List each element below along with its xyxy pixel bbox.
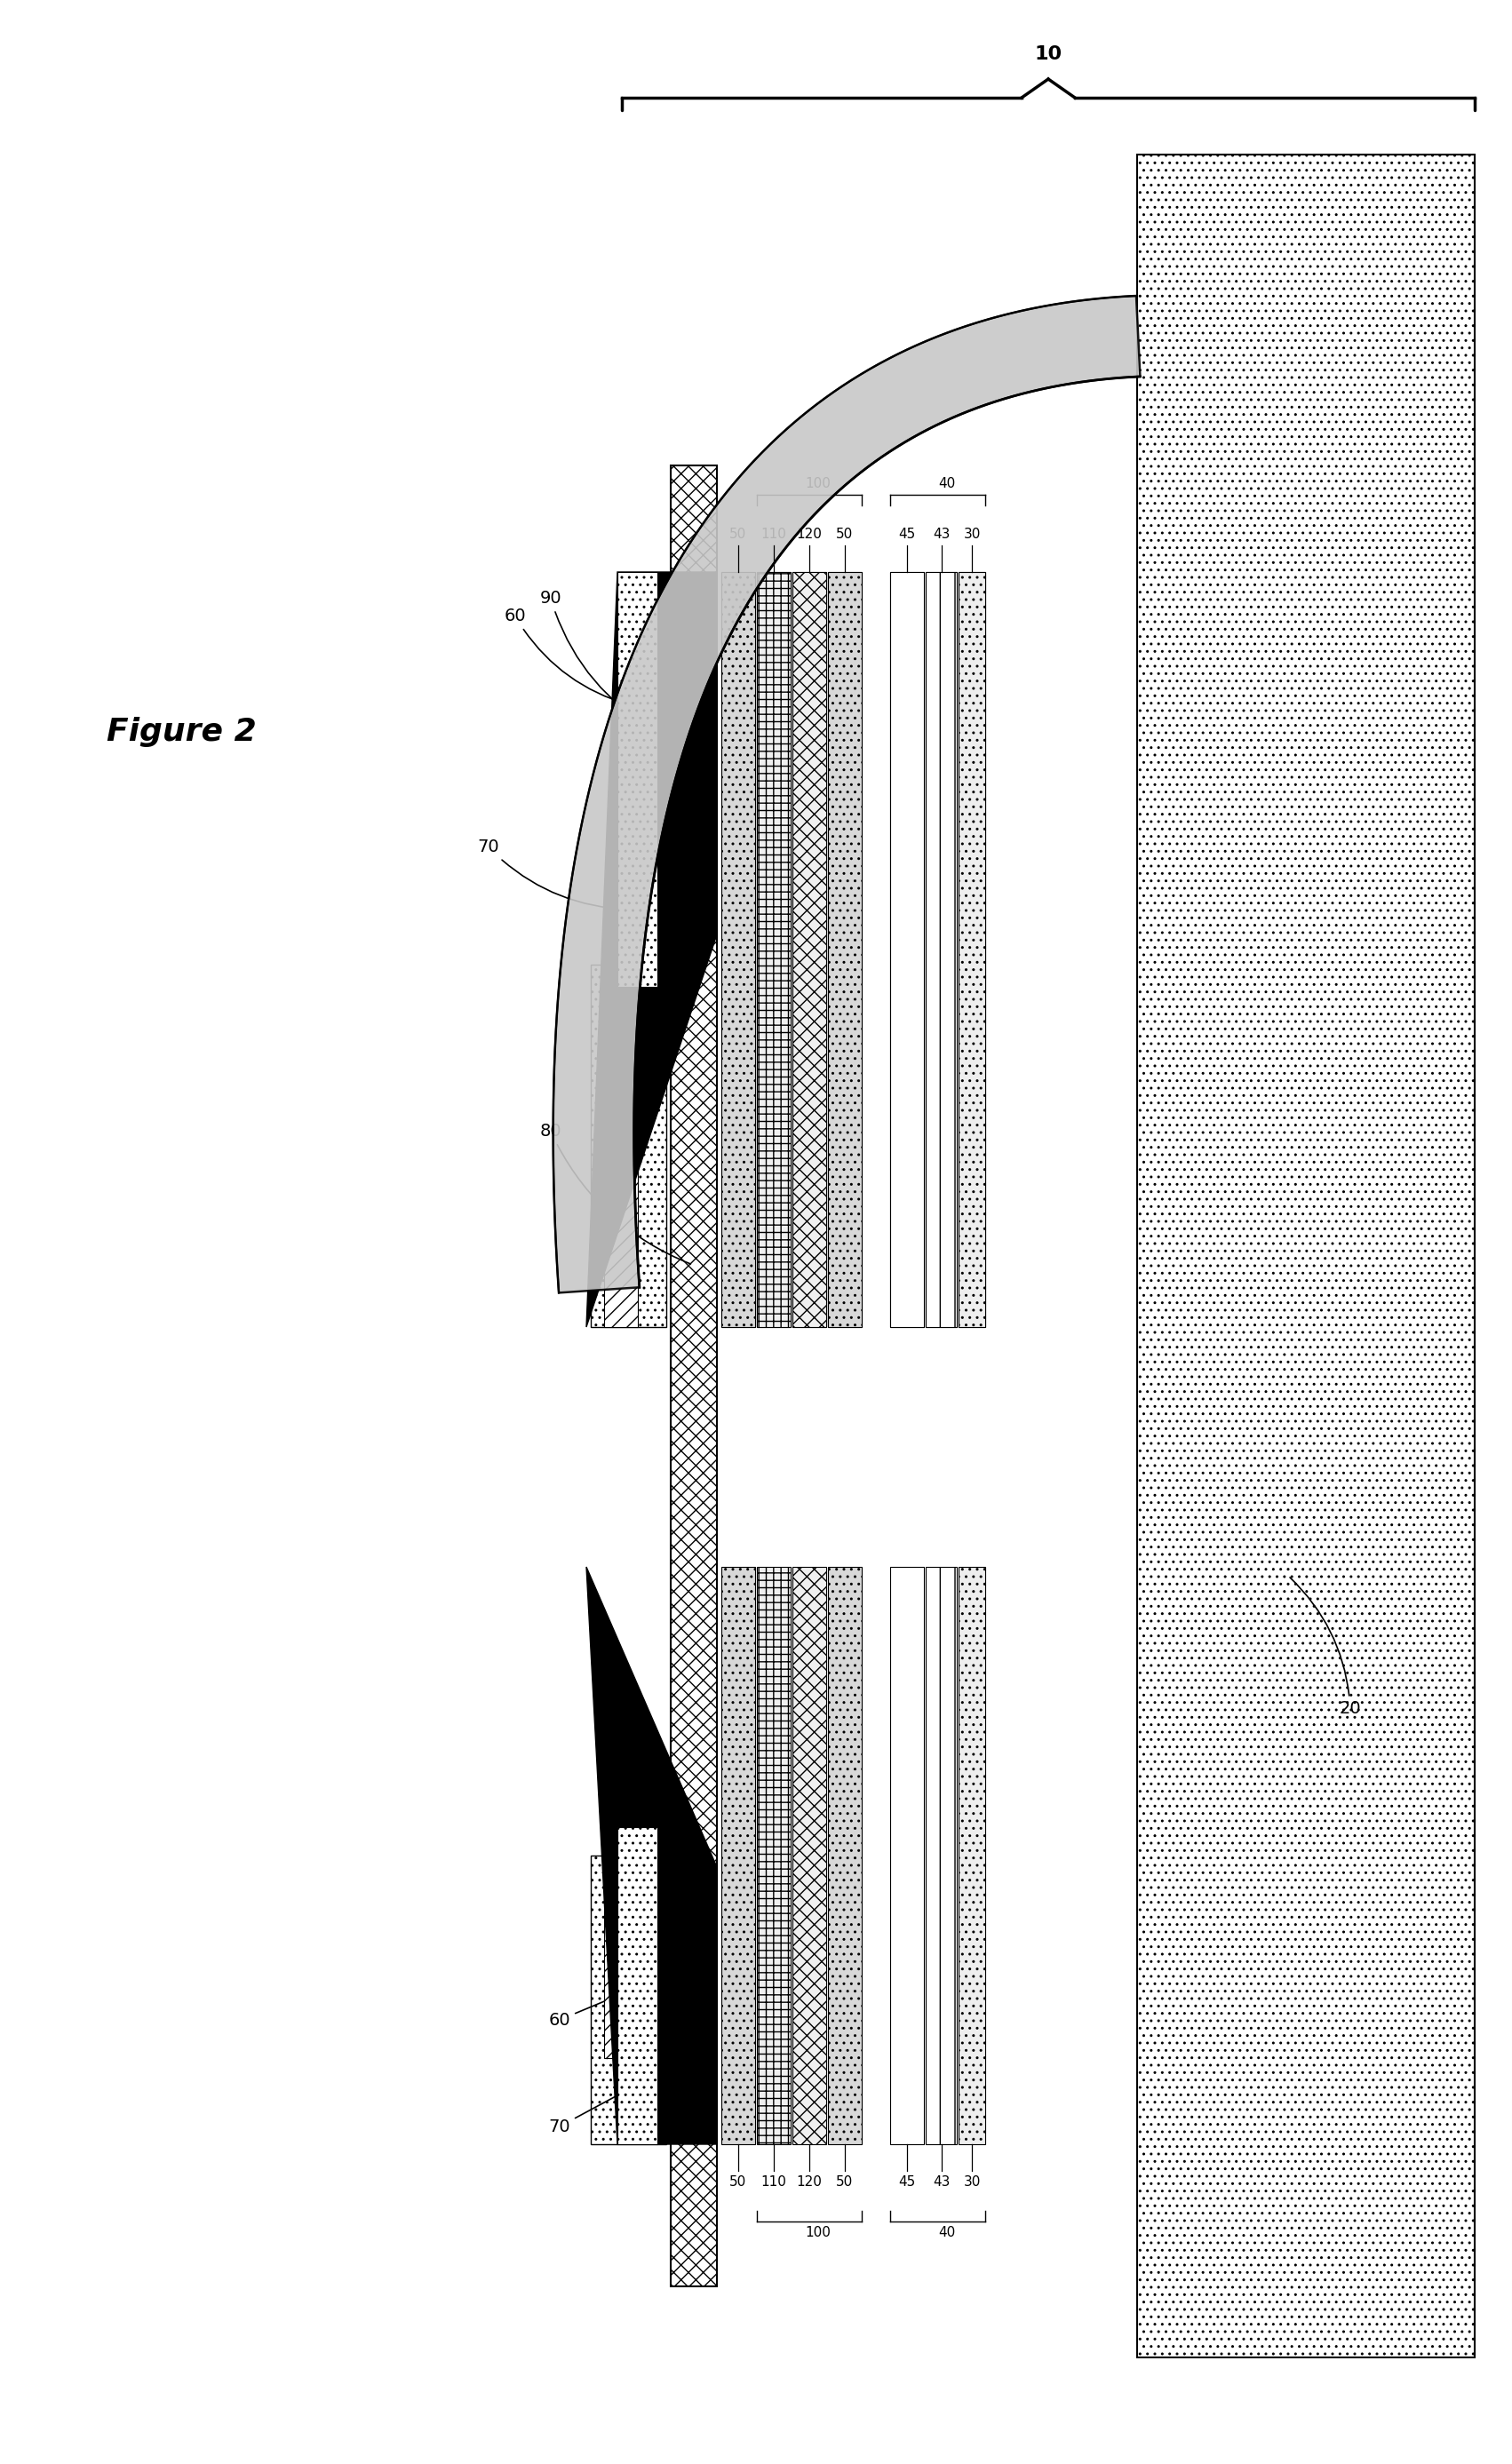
Bar <box>792 572 826 1328</box>
Polygon shape <box>587 572 717 1328</box>
Bar <box>829 572 862 1328</box>
Bar <box>617 1826 658 2144</box>
Text: 30: 30 <box>963 2176 980 2188</box>
Text: 50: 50 <box>730 2176 747 2188</box>
Text: 90: 90 <box>540 591 655 732</box>
Bar <box>721 572 754 1328</box>
Bar <box>605 1855 638 2057</box>
Bar <box>925 1567 957 2144</box>
Text: 120: 120 <box>797 527 823 542</box>
Bar <box>959 572 986 1328</box>
Text: 20: 20 <box>1290 1577 1361 1717</box>
Bar <box>959 572 986 1328</box>
Text: 110: 110 <box>761 527 786 542</box>
Bar <box>758 1567 791 2144</box>
Bar <box>891 572 924 1328</box>
Text: Figure 2: Figure 2 <box>107 717 257 747</box>
Bar <box>617 572 658 988</box>
Text: 43: 43 <box>933 527 950 542</box>
Bar <box>758 572 791 1328</box>
Text: 45: 45 <box>898 527 916 542</box>
Bar <box>605 1087 638 1328</box>
Bar <box>925 572 957 1328</box>
Text: 30: 30 <box>963 527 980 542</box>
Bar <box>792 572 826 1328</box>
Text: 100: 100 <box>806 2225 832 2240</box>
Text: 45: 45 <box>898 2176 916 2188</box>
Text: 120: 120 <box>797 2176 823 2188</box>
Polygon shape <box>553 296 1140 1294</box>
Text: 70: 70 <box>549 2065 673 2134</box>
Bar <box>792 1567 826 2144</box>
Text: 70: 70 <box>478 838 629 909</box>
Text: 50: 50 <box>836 2176 853 2188</box>
Text: 50: 50 <box>836 527 853 542</box>
Text: 60: 60 <box>549 1976 664 2028</box>
Text: 50: 50 <box>730 527 747 542</box>
Text: 43: 43 <box>933 2176 950 2188</box>
Text: 60: 60 <box>505 609 629 705</box>
Bar <box>959 1567 986 2144</box>
Bar <box>829 572 862 1328</box>
Text: 100: 100 <box>806 478 832 490</box>
Bar <box>891 1567 924 2144</box>
Bar <box>591 963 667 1328</box>
Bar <box>721 1567 754 2144</box>
Bar <box>829 1567 862 2144</box>
Bar <box>671 466 717 2287</box>
Bar <box>925 572 957 1328</box>
Text: 10: 10 <box>1034 44 1061 64</box>
Text: 40: 40 <box>937 2225 956 2240</box>
Bar <box>591 1855 667 2144</box>
Text: 80: 80 <box>540 1124 691 1264</box>
Bar <box>1137 155 1474 2358</box>
Bar <box>721 572 754 1328</box>
Polygon shape <box>587 1567 717 2144</box>
Text: 110: 110 <box>761 2176 786 2188</box>
Text: 40: 40 <box>937 478 956 490</box>
Bar <box>891 572 924 1328</box>
Bar <box>758 572 791 1328</box>
